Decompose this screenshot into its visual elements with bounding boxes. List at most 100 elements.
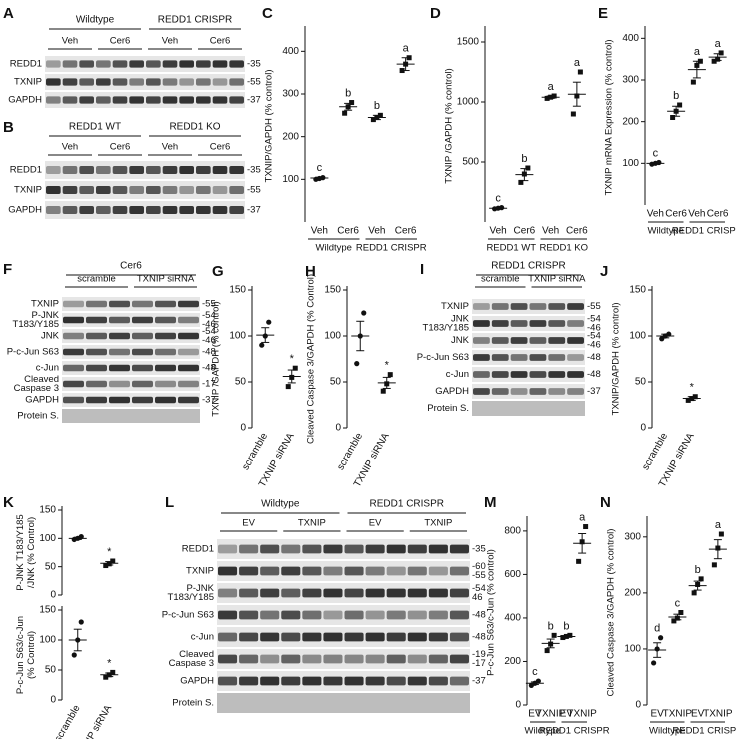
significance-label: b xyxy=(521,153,527,165)
blot-band xyxy=(96,60,111,68)
blot-band xyxy=(63,332,84,340)
blot-band xyxy=(428,544,448,554)
blot-band xyxy=(155,332,176,340)
group-label: Cer6 xyxy=(120,261,142,272)
blot-band xyxy=(178,396,199,404)
mw-marker: -37 xyxy=(247,205,261,216)
data-point xyxy=(266,319,272,325)
blot-band xyxy=(129,186,144,194)
row-label: Protein S. xyxy=(172,698,214,709)
x-tick-label: scramble xyxy=(640,431,670,472)
group-label: REDD1 WT xyxy=(486,243,536,254)
blot-background xyxy=(217,605,470,625)
significance-label: c xyxy=(495,193,501,205)
blot-band xyxy=(302,632,322,642)
blot-background xyxy=(45,181,245,199)
blot-band xyxy=(109,380,130,388)
blot-background xyxy=(62,377,200,391)
blot-band xyxy=(323,566,343,576)
blot-background xyxy=(45,56,245,72)
blot-band xyxy=(548,388,566,395)
x-tick-label: TXNIP xyxy=(536,709,566,720)
blot-band xyxy=(179,166,194,174)
blot-band xyxy=(239,588,259,598)
blot-band xyxy=(548,303,566,310)
blot-band xyxy=(63,364,84,372)
blot-background xyxy=(472,299,585,314)
group-label: REDD1 CRISPR xyxy=(370,499,444,510)
data-point xyxy=(718,531,724,537)
significance-label: a xyxy=(694,46,701,58)
group-label: REDD1 CRISPR xyxy=(356,243,427,254)
blot-background xyxy=(472,367,585,382)
blot-band xyxy=(109,396,130,404)
blot-band xyxy=(239,566,259,576)
mw-marker: -54 xyxy=(472,583,486,594)
blot-band xyxy=(449,544,469,554)
blot-band xyxy=(344,676,364,686)
blot-background xyxy=(45,161,245,179)
blot-band xyxy=(449,676,469,686)
row-label: GAPDH xyxy=(25,395,59,406)
blot-band xyxy=(112,78,128,86)
row-label: Protein S. xyxy=(427,403,469,414)
blot-band xyxy=(407,654,427,664)
y-tick-label: 100 xyxy=(324,331,341,342)
x-tick-label: Cer6 xyxy=(665,209,687,220)
data-point xyxy=(110,558,116,564)
blot-band xyxy=(46,96,61,104)
blot-band xyxy=(146,186,161,194)
group-label: Wildtype xyxy=(649,726,685,737)
data-point xyxy=(577,69,583,75)
y-axis-label: TXNIP /GAPDH (% control) xyxy=(211,301,222,416)
x-tick-label: TXNIP xyxy=(663,709,693,720)
panel-letter: C xyxy=(262,5,273,22)
y-tick-label: 0 xyxy=(640,423,646,434)
blot-band xyxy=(112,166,128,174)
data-point xyxy=(711,562,717,568)
y-tick-label: 400 xyxy=(282,46,299,57)
blot-band xyxy=(281,610,301,620)
y-tick-label: 300 xyxy=(622,75,639,86)
blot-band xyxy=(155,396,176,404)
row-label: REDD1 xyxy=(10,165,42,176)
y-tick-label: 0 xyxy=(515,700,521,711)
row-label: JNK xyxy=(451,335,470,346)
significance-label: b xyxy=(345,87,351,99)
blot-band xyxy=(473,337,490,344)
blot-band xyxy=(302,588,322,598)
blot-background xyxy=(62,361,200,375)
blot-band xyxy=(46,78,61,86)
blot-band xyxy=(567,388,584,395)
blot-band xyxy=(510,371,528,378)
blot-band xyxy=(86,316,107,324)
blot-band xyxy=(567,320,584,327)
blot-band xyxy=(129,166,144,174)
blot-band xyxy=(63,396,84,404)
data-point xyxy=(698,576,704,582)
blot-band xyxy=(567,371,584,378)
group-label: Wildtype xyxy=(261,499,300,510)
y-tick-label: 100 xyxy=(39,533,56,544)
blot-band xyxy=(281,654,301,664)
blot-band xyxy=(473,303,490,310)
row-label: JNK xyxy=(451,314,470,325)
y-axis-label: Cleaved Caspase 3/GAPDH (% control) xyxy=(606,529,617,697)
blot-band xyxy=(365,654,385,664)
blot-band xyxy=(281,632,301,642)
y-tick-label: 0 xyxy=(335,423,341,434)
data-point xyxy=(259,342,265,348)
y-tick-label: 0 xyxy=(50,590,56,601)
y-tick-label: 150 xyxy=(629,285,646,296)
blot-band xyxy=(428,566,448,576)
blot-band xyxy=(155,380,176,388)
x-tick-label: Veh xyxy=(490,226,507,237)
blot-band xyxy=(132,316,153,324)
blot-background xyxy=(45,92,245,108)
y-axis-label: TXNIP /GAPDH (% control) xyxy=(444,68,455,183)
blot-band xyxy=(281,566,301,576)
mw-marker: -46 xyxy=(202,335,216,346)
blot-band xyxy=(129,206,144,214)
blot-band xyxy=(112,206,128,214)
significance-label: b xyxy=(374,100,380,112)
